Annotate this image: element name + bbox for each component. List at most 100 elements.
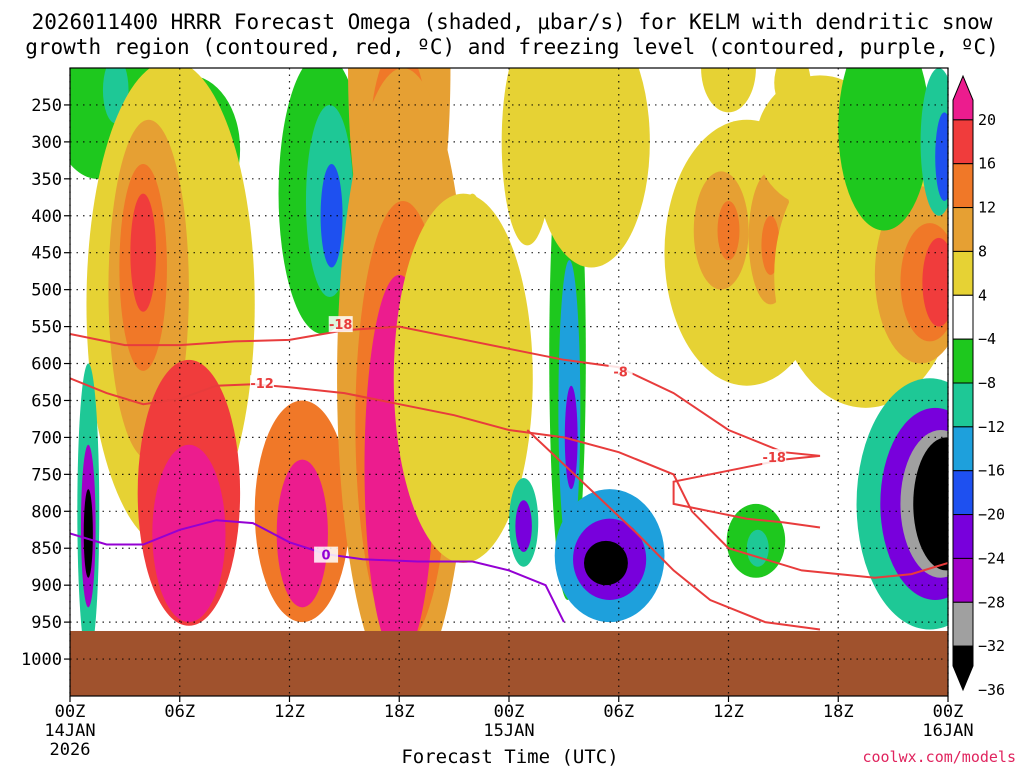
colorbar-label-7: −12 — [978, 418, 1005, 436]
colorbar-label-11: −28 — [978, 593, 1005, 611]
surface-ground — [70, 630, 948, 696]
colorbar: 20 16 12 8 4 −4 −8 −12 −16 −20 −24 −28 −32 −36 — [952, 74, 1005, 699]
omega-blob-41 — [701, 68, 756, 113]
omega-blob-48 — [838, 68, 930, 231]
colorbar-label-1: 16 — [978, 155, 996, 173]
omega-blob-15 — [83, 489, 93, 578]
colorbar-swatch-top-arrow — [952, 74, 974, 121]
x-tick-label-0: 00Z — [55, 702, 86, 722]
x-tick-label-18: 18Z — [384, 702, 415, 722]
contour-label-bg-dgz-top-minus18 — [328, 316, 353, 333]
omega-shading-layer — [70, 68, 948, 689]
x-tick-label-30: 06Z — [603, 702, 634, 722]
chart-title-line-1: 2026011400 HRRR Forecast Omega (shaded, … — [32, 10, 993, 34]
y-tick-label-850: 850 — [31, 539, 62, 559]
colorbar-swatch-6 — [952, 338, 974, 384]
omega-blob-23 — [393, 193, 533, 564]
colorbar-swatch-2 — [952, 163, 974, 209]
omega-blob-12 — [152, 444, 226, 623]
colorbar-swatch-1 — [952, 119, 974, 165]
y-tick-label-550: 550 — [31, 318, 62, 338]
omega-blob-35 — [532, 68, 650, 268]
y-tick-label-400: 400 — [31, 207, 62, 227]
colorbar-swatch-4 — [952, 250, 974, 296]
contour-dgz-top-minus18 — [70, 325, 821, 529]
contour-label-bg-dgz-right-minus18 — [762, 449, 787, 466]
colorbar-swatch-bottom-arrow — [952, 645, 974, 692]
omega-blob-47 — [922, 237, 948, 327]
x-tick-date-0: 14JAN — [44, 721, 95, 741]
y-tick-label-1000: 1000 — [21, 650, 62, 670]
contour-label-bg-dgz-label-minus18-b — [608, 363, 633, 380]
colorbar-swatch-12 — [952, 601, 974, 647]
colorbar-label-6: −8 — [978, 374, 996, 392]
colorbar-label-12: −32 — [978, 637, 1005, 655]
x-tick-label-42: 18Z — [823, 702, 854, 722]
omega-blob-10 — [130, 193, 156, 312]
y-axis: 250 300 350 400 450 500 550 600 650 700 750 800 850 9… — [21, 96, 70, 670]
colorbar-label-0: 20 — [978, 111, 996, 129]
omega-blob-17 — [276, 459, 328, 608]
omega-blob-43 — [774, 68, 811, 113]
x-tick-date-24: 15JAN — [483, 721, 534, 741]
x-tick-date-48: 16JAN — [922, 721, 973, 741]
contour-label-freezing-level-0: 0 — [322, 549, 331, 564]
y-tick-label-650: 650 — [31, 391, 62, 411]
omega-blob-56 — [746, 529, 769, 567]
omega-blob-54 — [913, 437, 948, 571]
omega-blob-5 — [320, 164, 343, 268]
contour-layer: -18 -8 -12 -18 0 — [70, 316, 948, 631]
x-tick-year-0: 2026 — [50, 740, 91, 760]
y-tick-label-350: 350 — [31, 170, 62, 190]
colorbar-swatch-10 — [952, 514, 974, 559]
y-tick-label-300: 300 — [31, 133, 62, 153]
x-tick-label-6: 06Z — [164, 702, 195, 722]
chart-title-line-2: growth region (contoured, red, ºC) and f… — [25, 35, 999, 59]
credit-link[interactable]: coolwx.com/models — [862, 748, 1016, 766]
surface-layer — [70, 630, 948, 696]
x-tick-label-12: 12Z — [274, 702, 305, 722]
colorbar-swatch-11 — [952, 557, 974, 603]
contour-freezing-level-0 — [70, 519, 565, 623]
colorbar-swatch-9 — [952, 470, 974, 516]
colorbar-label-9: −20 — [978, 506, 1005, 524]
x-tick-label-36: 12Z — [713, 702, 744, 722]
colorbar-label-4: 4 — [978, 286, 987, 304]
omega-blob-32 — [596, 553, 616, 576]
colorbar-swatch-3 — [952, 207, 974, 252]
y-tick-label-950: 950 — [31, 613, 62, 633]
contour-label-dgz-top-minus18: -18 — [329, 318, 353, 333]
contour-label-bg-freezing-level-0 — [314, 546, 339, 563]
x-axis-title: Forecast Time (UTC) — [401, 746, 618, 768]
colorbar-swatch-5 — [952, 294, 974, 340]
colorbar-label-2: 12 — [978, 199, 996, 217]
y-tick-label-500: 500 — [31, 281, 62, 301]
y-tick-label-750: 750 — [31, 465, 62, 485]
colorbar-label-5: −4 — [978, 330, 996, 348]
contour-label-dgz-label-minus18-b: -8 — [613, 365, 627, 380]
y-tick-label-700: 700 — [31, 428, 62, 448]
omega-blob-34 — [515, 500, 532, 552]
y-tick-label-250: 250 — [31, 96, 62, 116]
colorbar-swatch-8 — [952, 426, 974, 472]
contour-label-bg-dgz-mid-minus12 — [250, 375, 275, 392]
colorbar-label-10: −24 — [978, 549, 1005, 567]
contour-dgz-mid-minus12 — [70, 377, 948, 579]
omega-blob-25 — [461, 193, 484, 283]
y-tick-label-600: 600 — [31, 355, 62, 375]
colorbar-swatch-7 — [952, 382, 974, 428]
y-tick-label-450: 450 — [31, 244, 62, 264]
x-tick-label-24: 00Z — [494, 702, 525, 722]
x-tick-label-48: 00Z — [933, 702, 964, 722]
y-tick-label-800: 800 — [31, 502, 62, 522]
y-tick-label-900: 900 — [31, 576, 62, 596]
contour-label-dgz-mid-minus12: -12 — [250, 377, 274, 392]
colorbar-label-13: −36 — [978, 681, 1005, 699]
colorbar-label-3: 8 — [978, 242, 987, 260]
contour-label-dgz-right-minus18: -18 — [762, 451, 786, 466]
contour-dgz-lower — [526, 429, 821, 631]
colorbar-label-8: −16 — [978, 462, 1005, 480]
omega-blob-50 — [935, 112, 948, 201]
